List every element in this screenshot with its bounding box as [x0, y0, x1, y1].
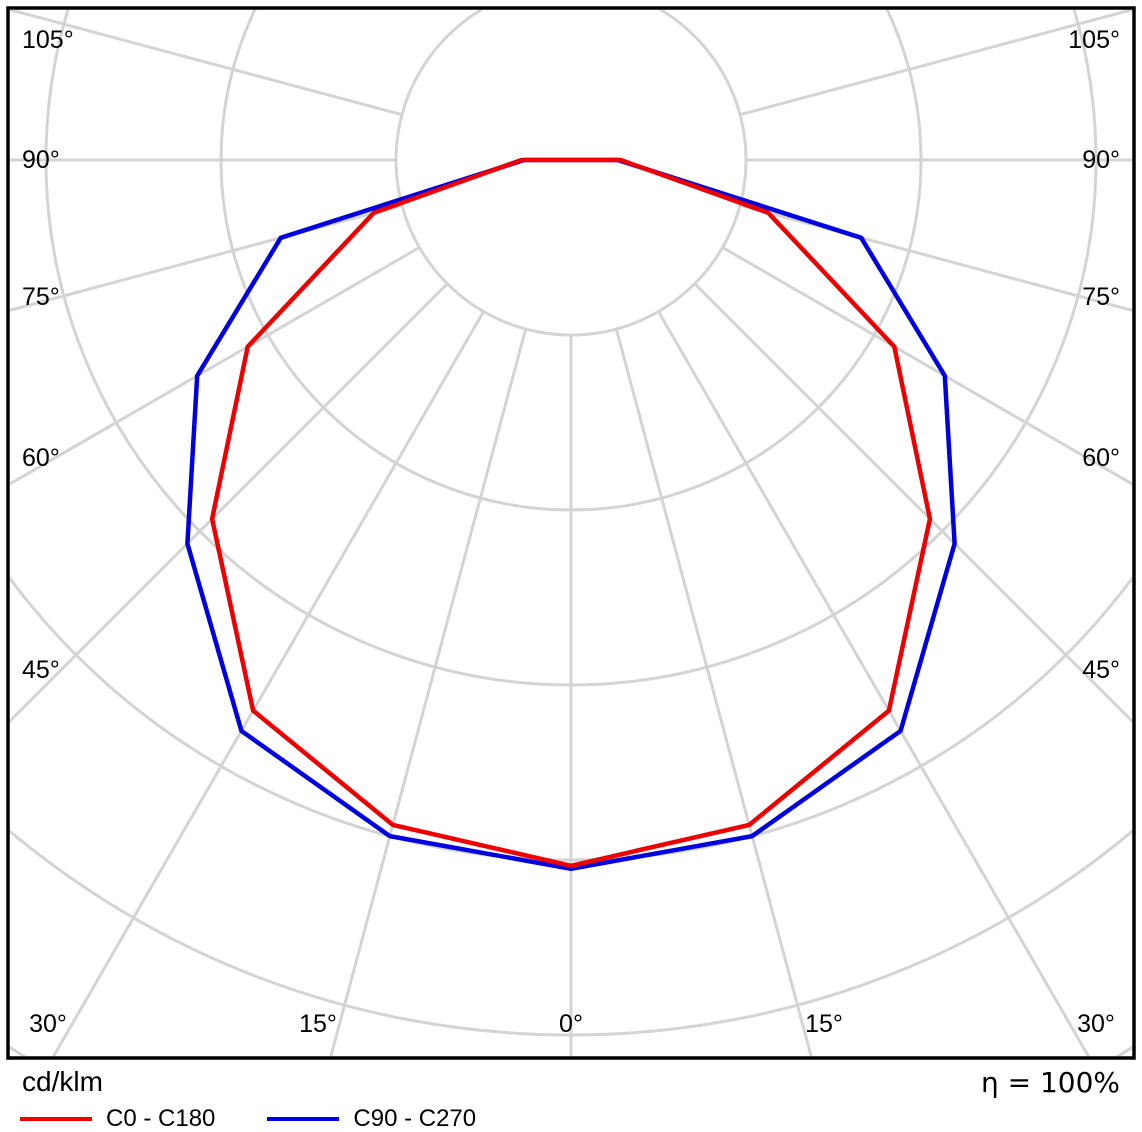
angle-tick-label: 105°	[22, 26, 74, 54]
legend-line-c0-c180-icon	[20, 1117, 92, 1121]
intensity-curves	[185, 157, 957, 872]
grid-ray	[10, 203, 403, 312]
angle-tick-label: 75°	[22, 283, 60, 311]
grid-ray	[329, 328, 528, 1056]
angle-tick-label: 15°	[299, 1010, 337, 1038]
angle-tick-label: 30°	[1077, 1010, 1115, 1038]
grid-ray	[10, 10, 403, 117]
grid-ray	[693, 282, 1132, 724]
grid-ray	[721, 246, 1132, 486]
angle-tick-label: 45°	[22, 656, 60, 684]
curve-c0-c180	[209, 157, 933, 869]
grid-ring	[394, 10, 748, 337]
efficiency-label: η = 100%	[980, 1066, 1120, 1099]
grid-ray	[739, 203, 1132, 312]
angle-tick-label: 105°	[1068, 26, 1120, 54]
unit-label: cd/klm	[22, 1066, 103, 1097]
angle-tick-label: 15°	[805, 1010, 843, 1038]
footer: cd/klm η = 100% C0 - C180 C90 - C270	[0, 1060, 1142, 1132]
legend-label-c0-c180: C0 - C180	[106, 1105, 216, 1132]
angle-tick-label: 60°	[22, 444, 60, 472]
plot-border	[6, 6, 1136, 1060]
curve-c90-c270	[185, 157, 957, 872]
angle-tick-label: 60°	[1082, 444, 1120, 472]
legend-line-c90-c270-icon	[267, 1117, 340, 1121]
grid-ray	[614, 328, 813, 1056]
angle-tick-label: 90°	[22, 146, 60, 174]
angle-tick-label: 90°	[1082, 146, 1120, 174]
legend: C0 - C180 C90 - C270	[20, 1106, 528, 1132]
angle-tick-label: 45°	[1082, 656, 1120, 684]
grid-ray	[51, 310, 485, 1056]
grid-ray	[10, 282, 449, 724]
angle-tick-label: 30°	[29, 1010, 67, 1038]
grid-ray	[657, 310, 1091, 1056]
angle-tick-label: 0°	[559, 1010, 583, 1038]
legend-label-c90-c270: C90 - C270	[353, 1105, 477, 1132]
angle-tick-label: 75°	[1082, 283, 1120, 311]
grid-ray	[739, 10, 1132, 117]
grid-ray	[10, 246, 421, 486]
angle-tick-labels: 105° 105° 90° 90° 75° 75° 60° 60° 45° 45° 30° 15° 0°…	[22, 26, 1120, 1038]
